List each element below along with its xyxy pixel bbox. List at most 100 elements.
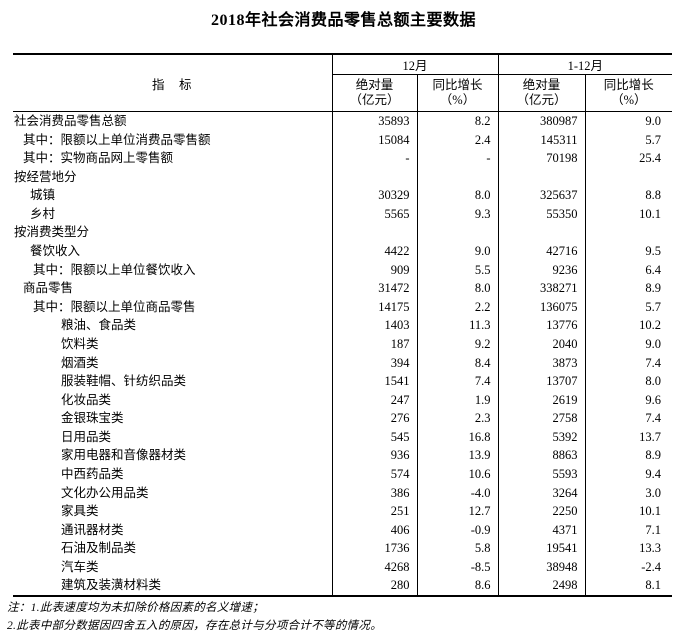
value-cell: 13.9 (416, 446, 499, 465)
indicator-cell: 按经营地分 (14, 169, 77, 184)
table-row: 社会消费品零售总额 35893 8.2 380987 9.0 (13, 111, 673, 131)
table-row: 乡村 5565 9.3 55350 10.1 (13, 204, 673, 224)
header-row-subcolumns: 绝对量 （亿元） 同比增长 （%） 绝对量 （亿元） 同比增长 （%） (13, 74, 673, 112)
value-cell: 8.0 (584, 372, 673, 391)
value-cell: 31472 (331, 279, 417, 298)
table-row: 按消费类型分 (13, 223, 673, 243)
value-cell: 545 (331, 427, 417, 447)
table-row: 其中：实物商品网上零售额 - -70198 25.4 (13, 149, 673, 168)
value-cell: 8.0 (416, 186, 499, 205)
table-row: 中西药品类 574 10.6 5593 9.4 (13, 464, 673, 484)
value-cell: 6.4 (584, 260, 673, 280)
indicator-cell: 其中：限额以上单位餐饮收入 (33, 262, 196, 277)
indicator-cell: 文化办公用品类 (61, 485, 149, 500)
value-cell: 11.3 (416, 316, 499, 335)
value-cell: -4.0 (416, 483, 499, 503)
subheader-absolute-amount-dec: 绝对量 （亿元） (331, 74, 417, 112)
indicator-column-header: 指 标 (13, 54, 332, 112)
value-cell: 4268 (331, 557, 417, 577)
subheader-absolute-amount-year: 绝对量 （亿元） (497, 74, 586, 112)
indicator-cell: 家具类 (61, 504, 99, 519)
indicator-cell: 按消费类型分 (14, 225, 90, 240)
table-row: 其中：限额以上单位消费品零售额 15084 2.4 145311 5.7 (13, 130, 673, 150)
value-cell: 386 (331, 483, 417, 503)
value-cell: 5.8 (416, 539, 499, 558)
column-group-december: 12月 (331, 54, 499, 75)
table-row: 粮油、食品类 1403 11.3 13776 10.2 (13, 316, 673, 335)
indicator-cell: 其中：限额以上单位商品零售 (33, 299, 196, 314)
indicator-cell: 餐饮收入 (30, 244, 81, 259)
value-cell: 10.6 (416, 464, 499, 484)
table-row: 金银珠宝类 276 2.3 2758 7.4 (13, 409, 673, 428)
value-cell: 3.0 (584, 483, 673, 503)
indicator-cell: 服装鞋帽、针纺织品类 (61, 374, 187, 389)
footnote-line-2: 2.此表中部分数据因四舍五入的原因，存在总计与分项合计不等的情况。 (7, 619, 383, 632)
value-cell: 8.8 (584, 186, 673, 205)
value-cell: 8.0 (416, 279, 499, 298)
value-cell: 2.4 (416, 130, 499, 150)
value-cell: -8.5 (416, 557, 499, 577)
value-cell: 42716 (497, 242, 586, 261)
value-cell: 5593 (497, 464, 586, 484)
value-cell: 13.7 (584, 427, 673, 447)
value-cell: 55350 (497, 204, 586, 224)
table-row: 烟酒类 394 8.4 3873 7.4 (13, 353, 673, 373)
value-cell: -2.4 (584, 557, 673, 577)
value-cell: 7.4 (584, 409, 673, 428)
indicator-cell: 中西药品类 (61, 466, 124, 481)
value-cell (331, 223, 417, 243)
table-row: 按经营地分 (13, 167, 673, 187)
value-cell: 2758 (497, 409, 586, 428)
value-cell: 280 (331, 576, 417, 597)
footnotes: 注：1.此表速度均为未扣除价格因素的名义增速； 2.此表中部分数据因四舍五入的原… (7, 600, 382, 635)
table-row: 城镇 30329 8.0 325637 8.8 (13, 186, 673, 205)
value-cell: 9.0 (584, 334, 673, 354)
table-row: 其中：限额以上单位餐饮收入 909 5.5 9236 6.4 (13, 260, 673, 280)
value-cell (416, 167, 499, 187)
table-row: 商品零售 31472 8.0 338271 8.9 (13, 279, 673, 298)
value-cell: 4422 (331, 242, 417, 261)
table-row: 建筑及装潢材料类 280 8.6 2498 8.1 (13, 576, 673, 597)
value-cell: - (416, 149, 499, 168)
table-row: 家具类 251 12.7 2250 10.1 (13, 502, 673, 521)
value-cell: 70198 (497, 149, 586, 168)
value-cell: 8.1 (584, 576, 673, 597)
table-row: 汽车类 4268 -8.5 38948 -2.4 (13, 557, 673, 577)
subheader-yoy-growth-dec: 同比增长 （%） (416, 74, 499, 112)
value-cell: 7.1 (584, 520, 673, 540)
value-cell: 9.0 (584, 111, 673, 131)
table-row: 服装鞋帽、针纺织品类 1541 7.4 13707 8.0 (13, 372, 673, 391)
value-cell (584, 223, 673, 243)
value-cell: - (331, 149, 417, 168)
table-body: 社会消费品零售总额 35893 8.2 380987 9.0 其中：限额以上单位消费品零售… (13, 111, 673, 597)
value-cell: 8.6 (416, 576, 499, 597)
value-cell: 9.4 (584, 464, 673, 484)
indicator-cell: 家用电器和音像器材类 (61, 448, 187, 463)
value-cell: 1736 (331, 539, 417, 558)
table-row: 其中：限额以上单位商品零售 14175 2.2 136075 5.7 (13, 297, 673, 317)
value-cell: 136075 (497, 297, 586, 317)
value-cell: 8.2 (416, 111, 499, 131)
indicator-cell: 社会消费品零售总额 (14, 114, 127, 128)
table-row: 饮料类 187 9.2 2040 9.0 (13, 334, 673, 354)
value-cell: -0.9 (416, 520, 499, 540)
indicator-cell: 石油及制品类 (61, 541, 137, 556)
indicator-cell: 饮料类 (61, 336, 99, 351)
value-cell (497, 167, 586, 187)
value-cell: 38948 (497, 557, 586, 577)
table-row: 石油及制品类 1736 5.8 19541 13.3 (13, 539, 673, 558)
value-cell (584, 167, 673, 187)
indicator-cell: 城镇 (30, 188, 56, 203)
value-cell: 394 (331, 353, 417, 373)
value-cell: 574 (331, 464, 417, 484)
footnote-line-1: 注：1.此表速度均为未扣除价格因素的名义增速； (7, 602, 265, 614)
value-cell: 406 (331, 520, 417, 540)
value-cell: 15084 (331, 130, 417, 150)
value-cell: 2250 (497, 502, 586, 521)
value-cell: 8.9 (584, 446, 673, 465)
column-group-jan-to-dec: 1-12月 (497, 54, 673, 75)
value-cell: 2.2 (416, 297, 499, 317)
table-header: 指 标 12月 1-12月 绝对量 （亿元） 同比增长 （%） 绝对量 （亿元）… (13, 54, 673, 112)
indicator-cell: 其中：实物商品网上零售额 (23, 151, 174, 166)
indicator-cell: 烟酒类 (61, 355, 99, 370)
